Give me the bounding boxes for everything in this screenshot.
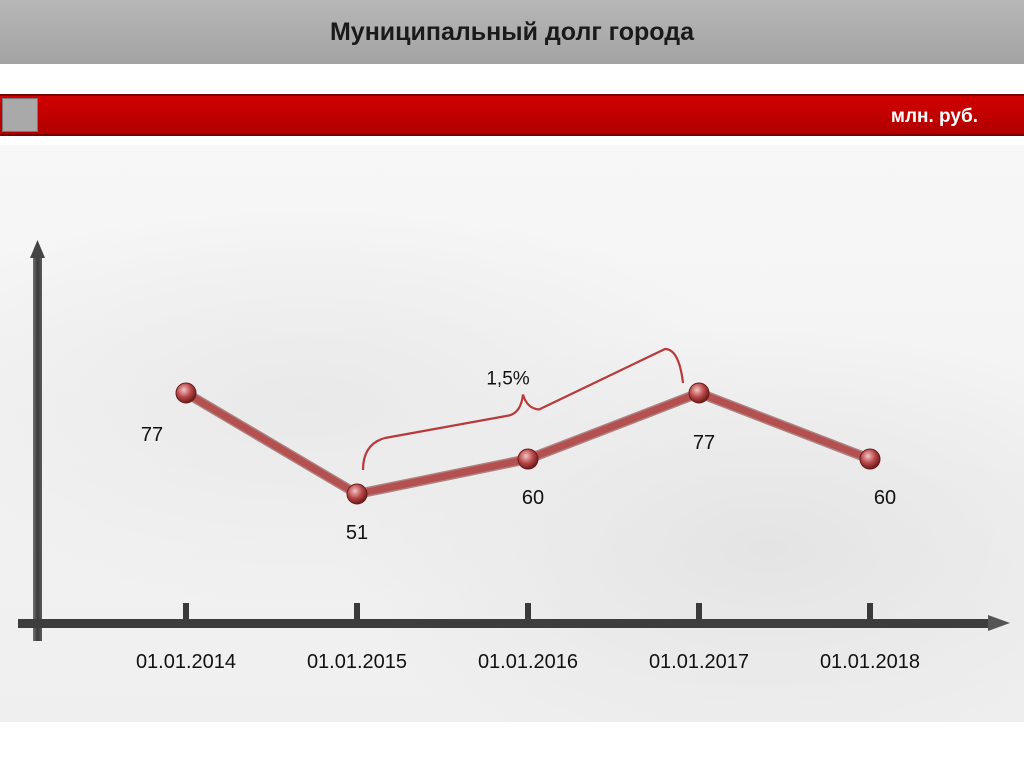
annotation-label: 1,5% bbox=[486, 369, 529, 390]
data-label: 77 bbox=[693, 432, 715, 454]
x-tick bbox=[867, 603, 873, 619]
x-tick bbox=[183, 603, 189, 619]
data-label: 77 bbox=[141, 424, 163, 446]
y-axis-arrow bbox=[30, 240, 45, 258]
header-bar: Муниципальный долг города bbox=[0, 0, 1024, 64]
x-tick-label: 01.01.2017 bbox=[649, 651, 749, 673]
data-label: 51 bbox=[346, 522, 368, 544]
data-point bbox=[688, 382, 710, 404]
data-point bbox=[517, 448, 539, 470]
x-axis bbox=[18, 619, 992, 628]
annotation-brace bbox=[361, 347, 685, 471]
unit-bar: млн. руб. bbox=[0, 94, 1024, 136]
data-label: 60 bbox=[522, 487, 544, 509]
x-tick-label: 01.01.2016 bbox=[478, 651, 578, 673]
unit-label: млн. руб. bbox=[890, 106, 978, 127]
x-tick-label: 01.01.2015 bbox=[307, 651, 407, 673]
series-line-shadow bbox=[181, 388, 875, 499]
data-point bbox=[859, 448, 881, 470]
x-tick bbox=[525, 603, 531, 619]
x-tick bbox=[696, 603, 702, 619]
x-axis-arrow bbox=[988, 615, 1010, 631]
x-tick-label: 01.01.2018 bbox=[820, 651, 920, 673]
data-label: 60 bbox=[874, 487, 896, 509]
page-title: Муниципальный долг города bbox=[329, 17, 695, 46]
x-tick bbox=[354, 603, 360, 619]
x-tick-label: 01.01.2014 bbox=[136, 651, 236, 673]
debt-line-chart: 1,5% 77 51 60 77 60 01.01.2014 01.01.2015 01.0… bbox=[18, 240, 1010, 673]
chart-panel: 1,5% 77 51 60 77 60 01.01.2014 01.01.2015 01.0… bbox=[0, 145, 1024, 722]
series-line bbox=[182, 389, 874, 498]
bar-marker-square bbox=[2, 98, 38, 132]
data-point bbox=[346, 483, 368, 505]
data-point bbox=[175, 382, 197, 404]
y-axis bbox=[33, 253, 42, 641]
